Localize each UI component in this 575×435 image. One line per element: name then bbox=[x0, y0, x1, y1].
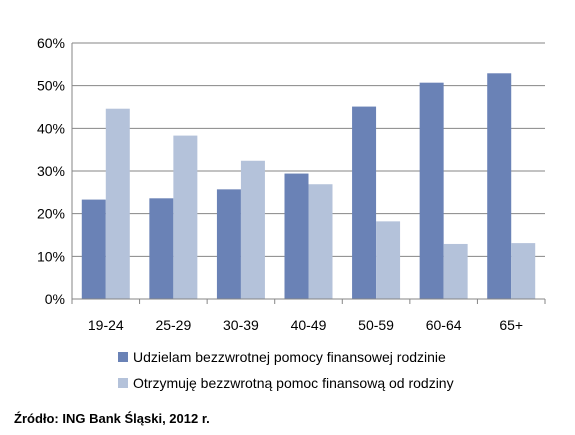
bar-series2-30-39 bbox=[240, 160, 265, 299]
bar-series1-25-29 bbox=[149, 198, 174, 299]
bar-series1-65+ bbox=[487, 73, 512, 299]
y-tick-label: 60% bbox=[37, 35, 65, 51]
x-tick-label: 65+ bbox=[499, 317, 523, 333]
bar-series1-40-49 bbox=[284, 173, 309, 299]
y-tick-label: 30% bbox=[37, 163, 65, 179]
legend-label-series2: Otrzymuję bezzwrotną pomoc finansową od … bbox=[133, 375, 454, 391]
x-tick-label: 40-49 bbox=[291, 317, 327, 333]
x-tick-label: 19-24 bbox=[88, 317, 124, 333]
legend: Udzielam bezzwrotnej pomocy finansowej r… bbox=[118, 349, 454, 391]
y-axis-ticks: 0% 10% 20% 30% 40% 50% 60% bbox=[37, 35, 65, 307]
legend-label-series1: Udzielam bezzwrotnej pomocy finansowej r… bbox=[133, 349, 446, 365]
y-tick-label: 50% bbox=[37, 78, 65, 94]
bar-series2-25-29 bbox=[173, 135, 198, 299]
bar-series2-50-59 bbox=[376, 221, 401, 299]
x-tick-label: 50-59 bbox=[358, 317, 394, 333]
bars bbox=[81, 73, 536, 300]
bar-series2-65+ bbox=[511, 243, 536, 299]
x-tick-label: 25-29 bbox=[155, 317, 191, 333]
x-tick-label: 30-39 bbox=[223, 317, 259, 333]
legend-swatch-series2 bbox=[118, 378, 128, 388]
bar-series1-30-39 bbox=[216, 189, 241, 299]
legend-swatch-series1 bbox=[118, 352, 128, 362]
source-note: Źródło: ING Bank Śląski, 2012 r. bbox=[14, 411, 210, 426]
x-axis-ticks: 19-24 25-29 30-39 40-49 50-59 60-64 65+ bbox=[88, 317, 523, 333]
bar-series2-60-64 bbox=[443, 243, 468, 299]
bar-series2-40-49 bbox=[308, 184, 333, 299]
y-tick-label: 10% bbox=[37, 248, 65, 264]
axes bbox=[71, 43, 546, 304]
y-tick-label: 0% bbox=[45, 291, 65, 307]
bar-series1-19-24 bbox=[81, 199, 106, 299]
y-tick-label: 40% bbox=[37, 120, 65, 136]
y-tick-label: 20% bbox=[37, 206, 65, 222]
x-tick-label: 60-64 bbox=[426, 317, 462, 333]
bar-series1-60-64 bbox=[419, 82, 444, 300]
bar-series2-19-24 bbox=[105, 108, 130, 299]
bar-series1-50-59 bbox=[352, 106, 377, 299]
